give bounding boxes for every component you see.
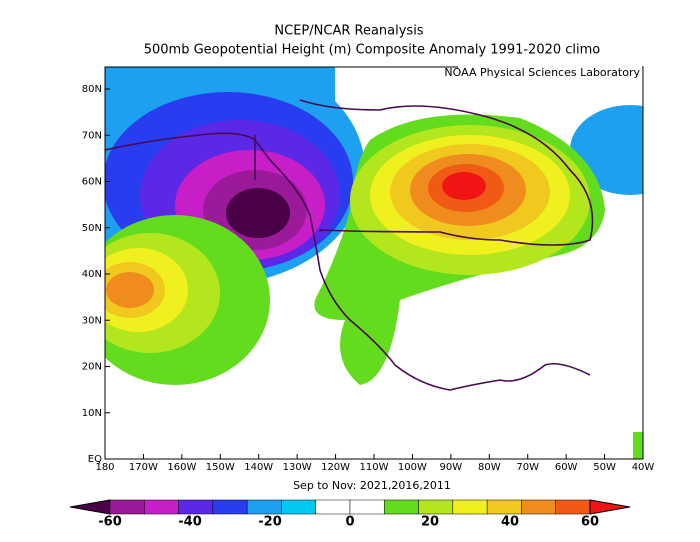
colorbar-low — [69, 499, 111, 515]
lat-label: EQ — [88, 454, 102, 465]
lon-label: 100W — [398, 462, 427, 473]
colorbar-cell — [349, 499, 385, 515]
source-box — [458, 66, 642, 79]
lon-label: 110W — [360, 462, 389, 473]
lon-label: 150W — [206, 462, 235, 473]
lat-label: 40N — [82, 269, 102, 280]
lat-label: 30N — [82, 315, 102, 326]
colorbar-label: 40 — [501, 515, 519, 530]
lat-label: 60N — [82, 177, 102, 188]
lat-label: 50N — [82, 223, 102, 234]
subtitle: 500mb Geopotential Height (m) Composite … — [144, 43, 601, 58]
colorbar-cell — [486, 499, 522, 515]
colorbar-label: -60 — [98, 515, 122, 530]
lon-label: 140W — [244, 462, 273, 473]
colorbar-label: 60 — [581, 515, 599, 530]
title: NCEP/NCAR Reanalysis — [274, 24, 423, 39]
lon-label: 160W — [167, 462, 196, 473]
colorbar-cell — [246, 499, 282, 515]
colorbar-label: -40 — [178, 515, 202, 530]
period: Sep to Nov: 2021,2016,2011 — [293, 479, 451, 492]
colorbar-cell — [452, 499, 488, 515]
colorbar-label: 0 — [345, 515, 354, 530]
colorbar-cell — [212, 499, 248, 515]
lon-label: 120W — [321, 462, 350, 473]
colorbar-cell — [418, 499, 454, 515]
lon-label: 90W — [440, 462, 463, 473]
lon-label: 70W — [516, 462, 539, 473]
lon-label: 80W — [478, 462, 501, 473]
colorbar-cell — [144, 499, 179, 515]
colorbar-cell — [555, 499, 591, 515]
lon-label: 180 — [95, 462, 114, 473]
colorbar-cell — [384, 499, 419, 515]
colorbar-label: -20 — [258, 515, 282, 530]
colorbar-cell — [281, 499, 316, 515]
colorbar-label: 20 — [421, 515, 439, 530]
lat-label: 80N — [82, 84, 102, 95]
lat-label: 20N — [82, 362, 102, 373]
source: NOAA Physical Sciences Laboratory — [444, 66, 640, 79]
lon-label: 50W — [593, 462, 616, 473]
colorbar-cell — [521, 499, 556, 515]
lon-label: 40W — [632, 462, 655, 473]
lon-label: 130W — [283, 462, 312, 473]
lat-label: 70N — [82, 130, 102, 141]
anomaly-field — [105, 67, 643, 459]
colorbar-cell — [109, 499, 145, 515]
colorbar-cell — [315, 499, 351, 515]
colorbar-cell — [178, 499, 214, 515]
lon-label: 60W — [555, 462, 578, 473]
lon-label: 170W — [129, 462, 158, 473]
lat-label: 10N — [82, 408, 102, 419]
colorbar-high — [589, 499, 631, 515]
